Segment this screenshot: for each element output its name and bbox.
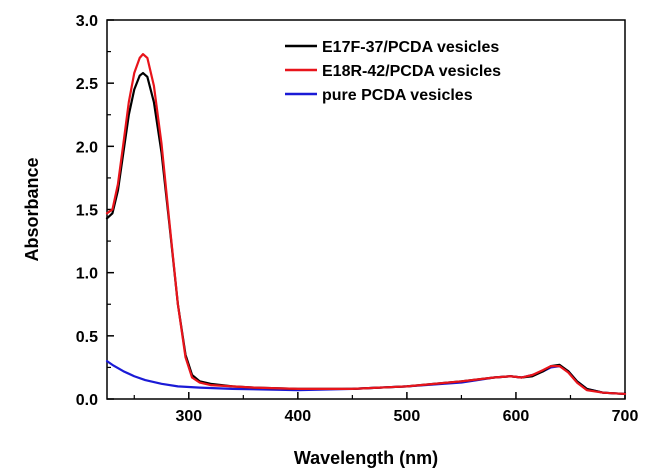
y-axis-title: Absorbance xyxy=(22,157,42,261)
x-tick-label: 600 xyxy=(503,408,530,425)
x-tick-label: 500 xyxy=(394,408,421,425)
series-lines xyxy=(105,53,627,396)
x-tick-label: 300 xyxy=(175,408,202,425)
y-tick-label: 1.0 xyxy=(76,266,98,283)
y-tick-label: 2.0 xyxy=(76,139,98,156)
y-tick-label: 1.5 xyxy=(76,203,98,220)
legend-label-1: E17F-37/PCDA vesicles xyxy=(322,39,499,56)
y-tick-label: 0.5 xyxy=(76,329,98,346)
legend-label-2: E18R-42/PCDA vesicles xyxy=(322,63,501,80)
y-axis-ticks: 0.0 0.5 1.0 1.5 2.0 2.5 3.0 xyxy=(76,13,114,409)
legend-label-3: pure PCDA vesicles xyxy=(322,87,473,104)
x-axis-title: Wavelength (nm) xyxy=(294,448,438,468)
y-tick-label: 2.5 xyxy=(76,76,98,93)
x-axis-ticks: 300 400 500 600 700 xyxy=(133,392,639,425)
y-tick-label: 3.0 xyxy=(76,13,98,30)
x-tick-label: 700 xyxy=(612,408,639,425)
series-line-2 xyxy=(105,53,627,396)
x-tick-label: 400 xyxy=(284,408,311,425)
y-tick-label: 0.0 xyxy=(76,392,98,409)
legend: E17F-37/PCDA vesicles E18R-42/PCDA vesicl… xyxy=(285,39,501,104)
